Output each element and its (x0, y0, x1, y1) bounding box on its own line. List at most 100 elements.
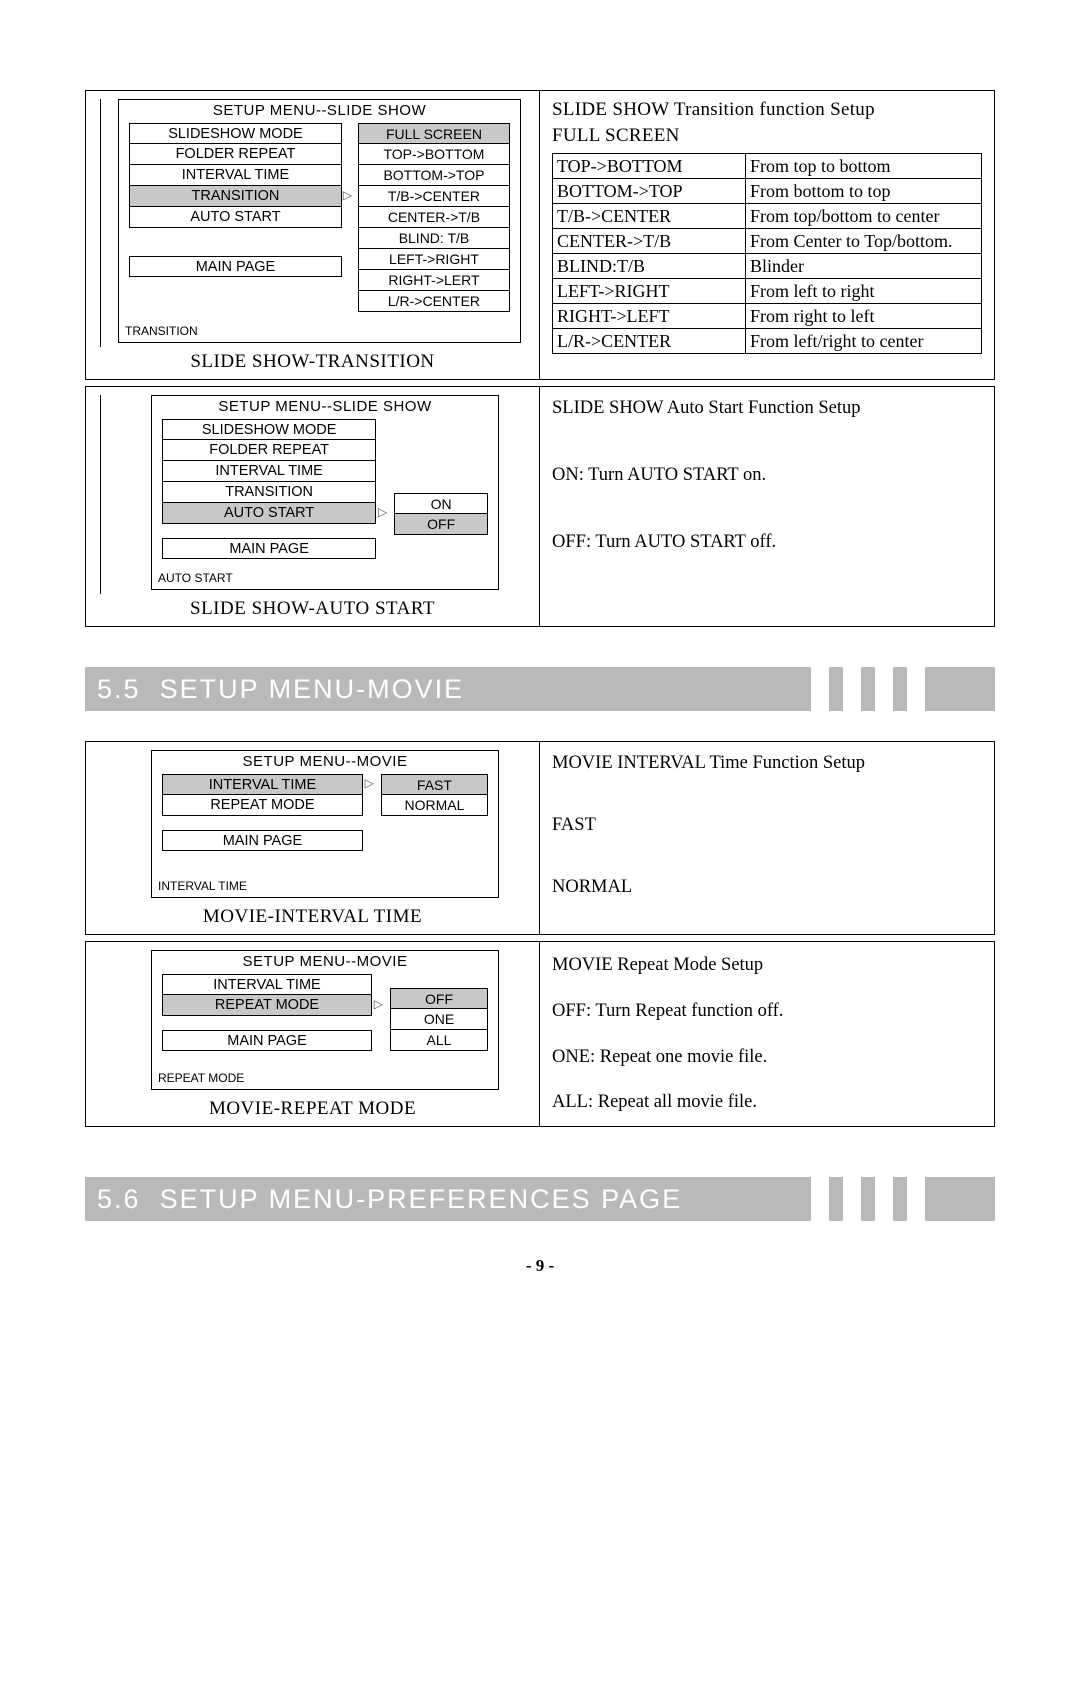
table-cell: BOTTOM->TOP (553, 179, 746, 204)
block-repeat: SETUP MENU--MOVIE INTERVAL TIMEREPEAT MO… (85, 941, 995, 1127)
table-cell: L/R->CENTER (553, 329, 746, 354)
section-title: SETUP MENU-MOVIE (160, 674, 465, 705)
menu-item[interactable]: INTERVAL TIME (162, 461, 376, 482)
menu-item[interactable]: ON (394, 493, 488, 514)
main-page-item[interactable]: MAIN PAGE (162, 538, 376, 559)
menu-title: SETUP MENU--SLIDE SHOW (119, 100, 520, 123)
menu-item[interactable]: FOLDER REPEAT (162, 440, 376, 461)
menu-item[interactable]: FAST (381, 774, 488, 795)
page-number: - 9 - (85, 1256, 995, 1276)
menu-footer: TRANSITION (119, 318, 520, 342)
desc-title: SLIDE SHOW Transition function Setup (552, 99, 982, 121)
menu-item[interactable]: AUTO START (129, 207, 342, 228)
desc-title: MOVIE Repeat Mode Setup (552, 952, 982, 980)
table-cell: From right to left (746, 304, 982, 329)
menu-item[interactable]: FULL SCREEN (358, 123, 510, 144)
menu-item[interactable]: TRANSITION (162, 482, 376, 503)
menu-footer: INTERVAL TIME (152, 857, 498, 897)
menu-item[interactable]: REPEAT MODE (162, 995, 372, 1016)
block-left: SETUP MENU--MOVIE INTERVAL TIMEREPEAT MO… (86, 942, 540, 1126)
section-title: SETUP MENU-PREFERENCES PAGE (160, 1184, 683, 1215)
menu-item[interactable]: BOTTOM->TOP (358, 165, 510, 186)
menu-item[interactable]: AUTO START (162, 503, 376, 524)
menu-item[interactable]: BLIND: T/B (358, 228, 510, 249)
block-right: SLIDE SHOW Transition function Setup FUL… (540, 91, 994, 379)
block-right: SLIDE SHOW Auto Start Function Setup ON:… (540, 387, 994, 626)
menu-item[interactable]: OFF (394, 514, 488, 535)
table-row: BOTTOM->TOPFrom bottom to top (553, 179, 982, 204)
desc-title: SLIDE SHOW Auto Start Function Setup (552, 395, 982, 423)
caption: MOVIE-INTERVAL TIME (96, 898, 529, 928)
main-page-item[interactable]: MAIN PAGE (162, 1030, 372, 1051)
menu-item[interactable]: TOP->BOTTOM (358, 144, 510, 165)
decor-bars (811, 1177, 925, 1221)
menu-item[interactable]: ALL (390, 1030, 488, 1051)
menu-item[interactable]: REPEAT MODE (162, 795, 363, 816)
desc-title: MOVIE INTERVAL Time Function Setup (552, 750, 982, 778)
menu-item[interactable]: INTERVAL TIME (162, 774, 363, 795)
menu-body: SLIDESHOW MODEFOLDER REPEATINTERVAL TIME… (152, 419, 498, 565)
table-cell: BLIND:T/B (553, 254, 746, 279)
menu-item[interactable]: T/B->CENTER (358, 186, 510, 207)
table-cell: From Center to Top/bottom. (746, 229, 982, 254)
menu-item[interactable]: OFF (390, 988, 488, 1009)
menu-item[interactable]: NORMAL (381, 795, 488, 816)
desc-line: ALL: Repeat all movie file. (552, 1089, 982, 1117)
table-row: CENTER->T/BFrom Center to Top/bottom. (553, 229, 982, 254)
main-page-item[interactable]: MAIN PAGE (129, 256, 342, 277)
menu-right-col: OFFONEALL (390, 988, 488, 1051)
pointer-icon: ▷ (343, 188, 352, 202)
menu-left-col: INTERVAL TIMEREPEAT MODE ▷ MAIN PAGE (162, 774, 363, 851)
menu-footer: REPEAT MODE (152, 1057, 498, 1089)
frame-edge (100, 99, 103, 347)
menu-left-col: SLIDESHOW MODEFOLDER REPEATINTERVAL TIME… (162, 419, 376, 559)
menu-item[interactable]: ONE (390, 1009, 488, 1030)
table-cell: RIGHT->LEFT (553, 304, 746, 329)
menu-item[interactable]: INTERVAL TIME (162, 974, 372, 995)
block-transition: SETUP MENU--SLIDE SHOW SLIDESHOW MODEFOL… (85, 90, 995, 380)
menu-body: INTERVAL TIMEREPEAT MODE ▷ MAIN PAGE FAS… (152, 774, 498, 857)
menu-item[interactable]: RIGHT->LERT (358, 270, 510, 291)
menu-item[interactable]: LEFT->RIGHT (358, 249, 510, 270)
menu-title: SETUP MENU--MOVIE (152, 951, 498, 974)
table-row: TOP->BOTTOMFrom top to bottom (553, 154, 982, 179)
table-cell: T/B->CENTER (553, 204, 746, 229)
menu-left-col: INTERVAL TIMEREPEAT MODE ▷ MAIN PAGE (162, 974, 372, 1051)
pointer-icon: ▷ (374, 997, 383, 1011)
menu-body: INTERVAL TIMEREPEAT MODE ▷ MAIN PAGE OFF… (152, 974, 498, 1057)
table-row: T/B->CENTERFrom top/bottom to center (553, 204, 982, 229)
menu-item[interactable]: FOLDER REPEAT (129, 144, 342, 165)
table-row: LEFT->RIGHTFrom left to right (553, 279, 982, 304)
table-cell: From left to right (746, 279, 982, 304)
menu-frame: SETUP MENU--MOVIE INTERVAL TIMEREPEAT MO… (151, 750, 499, 898)
menu-item[interactable]: SLIDESHOW MODE (129, 123, 342, 144)
menu-item[interactable]: TRANSITION (129, 186, 342, 207)
menu-item[interactable]: L/R->CENTER (358, 291, 510, 312)
menu-title: SETUP MENU--SLIDE SHOW (152, 396, 498, 419)
desc-line: OFF: Turn Repeat function off. (552, 998, 982, 1026)
frame-edge (100, 395, 103, 594)
menu-item[interactable]: SLIDESHOW MODE (162, 419, 376, 440)
desc-line: ONE: Repeat one movie file. (552, 1044, 982, 1072)
menu-frame: SETUP MENU--SLIDE SHOW SLIDESHOW MODEFOL… (118, 99, 521, 343)
table-cell: TOP->BOTTOM (553, 154, 746, 179)
table-cell: From left/right to center (746, 329, 982, 354)
block-interval: SETUP MENU--MOVIE INTERVAL TIMEREPEAT MO… (85, 741, 995, 935)
menu-item[interactable]: CENTER->T/B (358, 207, 510, 228)
desc-line: OFF: Turn AUTO START off. (552, 529, 982, 557)
menu-left-col: SLIDESHOW MODEFOLDER REPEATINTERVAL TIME… (129, 123, 342, 312)
block-right: MOVIE Repeat Mode Setup OFF: Turn Repeat… (540, 942, 994, 1126)
menu-right-col: ONOFF (394, 493, 488, 559)
caption: MOVIE-REPEAT MODE (96, 1090, 529, 1120)
table-cell: LEFT->RIGHT (553, 279, 746, 304)
transition-table: TOP->BOTTOMFrom top to bottomBOTTOM->TOP… (552, 153, 982, 354)
menu-item[interactable]: INTERVAL TIME (129, 165, 342, 186)
pointer-icon: ▷ (378, 505, 387, 519)
menu-frame: SETUP MENU--SLIDE SHOW SLIDESHOW MODEFOL… (151, 395, 499, 590)
desc-line: ON: Turn AUTO START on. (552, 462, 982, 490)
desc-line: NORMAL (552, 874, 982, 902)
table-row: RIGHT->LEFTFrom right to left (553, 304, 982, 329)
menu-body: SLIDESHOW MODEFOLDER REPEATINTERVAL TIME… (119, 123, 520, 318)
block-right: MOVIE INTERVAL Time Function Setup FAST … (540, 742, 994, 934)
main-page-item[interactable]: MAIN PAGE (162, 830, 363, 851)
